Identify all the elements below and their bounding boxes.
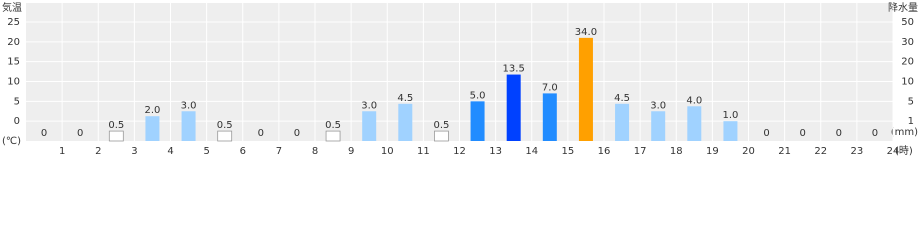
value-label: 0 <box>294 128 300 139</box>
y-axis-label: 気温 <box>2 1 22 14</box>
bar <box>615 103 630 141</box>
bar <box>398 103 413 141</box>
value-label: 0.5 <box>325 120 341 131</box>
x-tick-label: 3 <box>131 146 137 157</box>
bar <box>651 111 666 141</box>
x-tick-label: 10 <box>381 146 394 157</box>
x-tick-label: 16 <box>598 146 611 157</box>
value-label: 5.0 <box>470 90 486 101</box>
bar <box>723 121 738 141</box>
value-label: 3.0 <box>361 100 377 111</box>
value-label: 7.0 <box>542 82 558 93</box>
value-label: 4.5 <box>397 93 413 104</box>
value-label: 4.0 <box>686 95 702 106</box>
bar <box>578 37 593 141</box>
x-tick-label: 9 <box>348 146 354 157</box>
y2-tick-label: 10 <box>901 77 914 88</box>
value-label: 0 <box>836 128 842 139</box>
y2-tick-label: 50 <box>901 17 914 28</box>
x-tick-label: 11 <box>417 146 430 157</box>
bar <box>687 106 702 141</box>
x-tick-label: 18 <box>670 146 683 157</box>
bar <box>434 130 449 142</box>
value-label: 2.0 <box>144 105 160 116</box>
value-label: 0.5 <box>433 120 449 131</box>
y-tick-label: 5 <box>14 96 20 107</box>
y2-unit: (mm) <box>891 127 918 138</box>
bar <box>362 111 377 141</box>
x-tick-label: 4 <box>167 146 173 157</box>
y-tick-label: 15 <box>7 57 20 68</box>
x-tick-label: 19 <box>706 146 719 157</box>
x-tick-label: 21 <box>778 146 791 157</box>
value-label: 0 <box>77 128 83 139</box>
value-label: 1.0 <box>722 110 738 121</box>
y-tick-label: 10 <box>7 77 20 88</box>
bar <box>506 74 521 141</box>
x-tick-label: 22 <box>814 146 827 157</box>
bar <box>470 101 485 141</box>
value-label: 0 <box>41 128 47 139</box>
value-label: 0 <box>800 128 806 139</box>
y2-tick-label: 5 <box>908 96 914 107</box>
x-tick-label: 6 <box>240 146 246 157</box>
y-tick-label: 20 <box>7 37 20 48</box>
value-label: 4.5 <box>614 93 630 104</box>
value-label: 13.5 <box>503 64 525 75</box>
y2-tick-label: 30 <box>901 37 914 48</box>
value-label: 0 <box>258 128 264 139</box>
x-tick-label: 8 <box>312 146 318 157</box>
bar <box>108 130 124 142</box>
value-label: 0.5 <box>108 120 124 131</box>
x-tick-label: 15 <box>562 146 575 157</box>
y-tick-label: 0 <box>14 116 20 127</box>
value-label: 3.0 <box>650 100 666 111</box>
y2-tick-label: 1 <box>908 116 914 127</box>
y-unit: (℃) <box>2 136 21 147</box>
x-tick-label: 1 <box>59 146 65 157</box>
value-label: 0 <box>872 128 878 139</box>
value-label: 34.0 <box>575 27 597 38</box>
bar <box>217 130 233 142</box>
y-tick-label: 25 <box>7 17 20 28</box>
value-label: 0.5 <box>217 120 233 131</box>
x-tick-label: 7 <box>276 146 282 157</box>
x-tick-label: 23 <box>851 146 864 157</box>
x-tick-label: 5 <box>203 146 209 157</box>
y2-axis-label: 降水量 <box>888 1 918 14</box>
x-unit: (時) <box>895 145 913 157</box>
bar <box>181 111 196 141</box>
x-tick-label: 24 <box>887 146 900 157</box>
y2-tick-label: 20 <box>901 57 914 68</box>
bar <box>542 93 557 141</box>
bar <box>145 116 160 141</box>
value-label: 3.0 <box>181 100 197 111</box>
bar <box>325 130 341 142</box>
chart: 気温 降水量 (℃) (mm) (時) 05101520251510203050… <box>2 1 918 157</box>
x-tick-label: 12 <box>453 146 466 157</box>
x-tick-label: 2 <box>95 146 101 157</box>
x-tick-label: 20 <box>742 146 755 157</box>
value-label: 0 <box>763 128 769 139</box>
x-tick-label: 14 <box>525 146 538 157</box>
x-tick-label: 13 <box>489 146 502 157</box>
x-tick-label: 17 <box>634 146 647 157</box>
